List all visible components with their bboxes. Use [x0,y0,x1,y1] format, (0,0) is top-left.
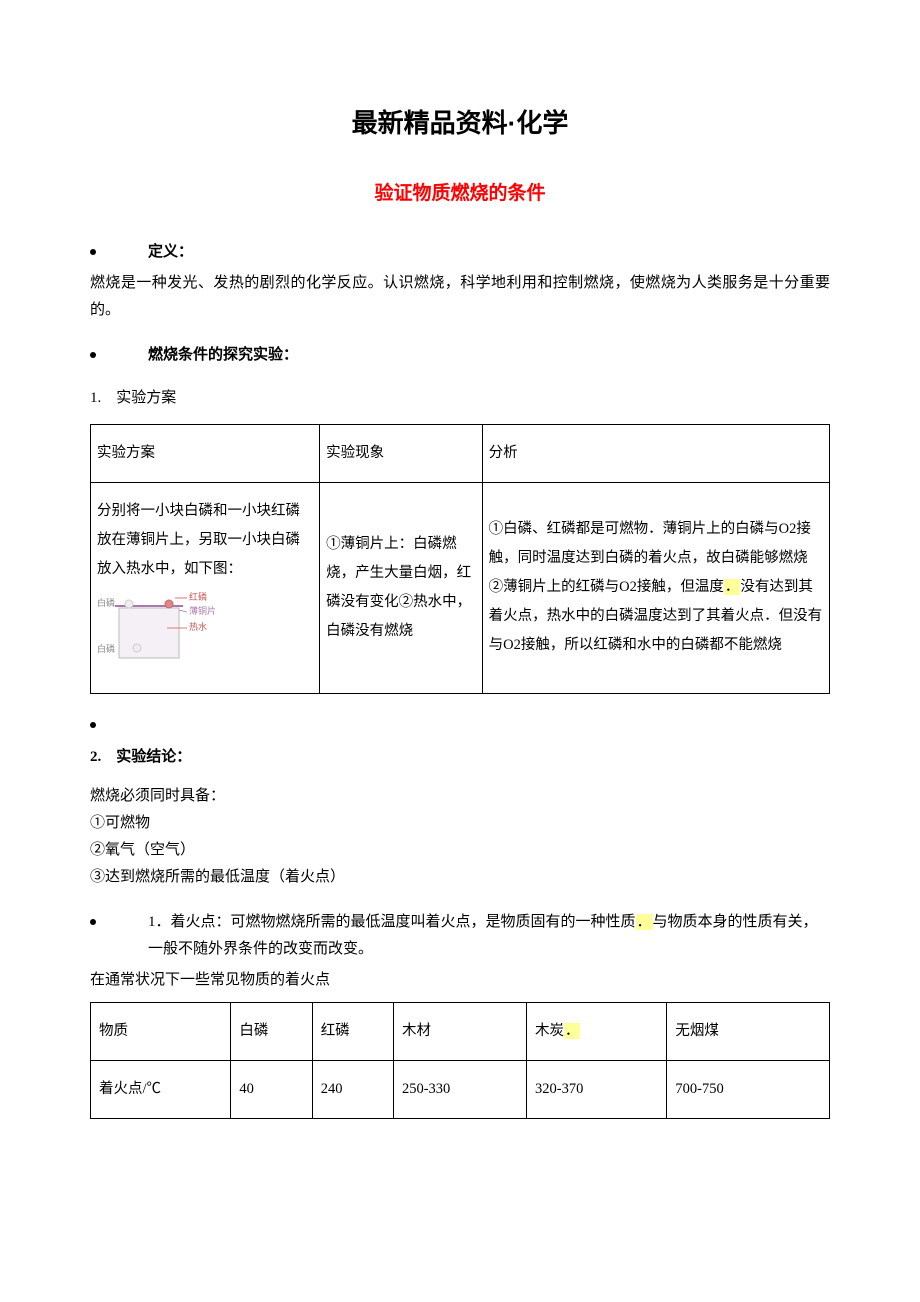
ignition-intro: 在通常状况下一些常见物质的着火点 [90,967,830,994]
ignition-table: 物质 白磷 红磷 木材 木炭． 无烟煤 着火点/℃ 40 240 250-330… [90,1002,830,1119]
ign-h-white-p: 白磷 [231,1002,312,1060]
svg-text:热水: 热水 [189,621,207,632]
ign-v-label: 着火点/℃ [91,1060,231,1118]
highlight-dot: ． [724,579,741,595]
bullet-icon [90,352,96,358]
exp-header-analysis: 分析 [482,424,829,482]
main-title: 最新精品资料·化学 [90,100,830,147]
conclusion-line1: 燃烧必须同时具备： [90,783,830,810]
exp-plan-text: 分别将一小块白磷和一小块红磷放在薄铜片上，另取一小块白磷放入热水中，如下图： [97,503,300,577]
highlight-dot: ． [636,914,653,930]
bullet-icon [90,919,96,925]
definition-text: 燃烧是一种发光、发热的剧烈的化学反应。认识燃烧，科学地利用和控制燃烧，使燃烧为人… [90,270,830,324]
section-conclusion [90,712,830,728]
analysis-part2: ②薄铜片上的红磷与O2接触，但温度 [489,579,724,595]
conclusion-heading: 2. 实验结论： [90,744,830,771]
exp-phenomenon-cell: ①薄铜片上：白磷燃烧，产生大量白烟，红磷没有变化②热水中，白磷没有燃烧 [320,482,483,693]
exp-header-plan: 实验方案 [91,424,320,482]
table-row: 着火点/℃ 40 240 250-330 320-370 700-750 [91,1060,830,1118]
conclusion-line4: ③达到燃烧所需的最低温度（着火点） [90,864,830,891]
ign-h-wood: 木材 [393,1002,526,1060]
ignition-text-a: 1．着火点：可燃物燃烧所需的最低温度叫着火点，是物质固有的一种性质 [148,914,636,930]
exp-header-phenomenon: 实验现象 [320,424,483,482]
analysis-part1: ①白磷、红磷都是可燃物．薄铜片上的白磷与O2接触，同时温度达到白磷的着火点，故白… [489,521,811,566]
svg-text:红磷: 红磷 [189,591,207,602]
experiment-table: 实验方案 实验现象 分析 分别将一小块白磷和一小块红磷放在薄铜片上，另取一小块白… [90,424,830,694]
ign-h-coal: 无烟煤 [667,1002,830,1060]
ign-v-wood: 250-330 [393,1060,526,1118]
highlight-dot: ． [564,1023,581,1039]
svg-text:白磷: 白磷 [97,597,115,608]
bullet-icon [90,722,96,728]
section-ignition: 1．着火点：可燃物燃烧所需的最低温度叫着火点，是物质固有的一种性质．与物质本身的… [90,909,830,963]
ign-h-substance: 物质 [91,1002,231,1060]
ign-v-coal: 700-750 [667,1060,830,1118]
ign-v-charcoal: 320-370 [526,1060,666,1118]
ign-h-charcoal: 木炭． [526,1002,666,1060]
svg-text:白磷: 白磷 [97,643,115,654]
table-row: 分别将一小块白磷和一小块红磷放在薄铜片上，另取一小块白磷放入热水中，如下图： 白… [91,482,830,693]
section-experiment: 燃烧条件的探究实验： [90,342,830,369]
ign-v-white-p: 40 [231,1060,312,1118]
ign-v-red-p: 240 [312,1060,393,1118]
conclusion-line2: ①可燃物 [90,810,830,837]
ign-h-red-p: 红磷 [312,1002,393,1060]
experiment-label: 燃烧条件的探究实验： [148,342,298,369]
beaker-diagram: 白磷 红磷 薄铜片 热水 白磷 [97,590,313,679]
exp-plan-cell: 分别将一小块白磷和一小块红磷放在薄铜片上，另取一小块白磷放入热水中，如下图： 白… [91,482,320,693]
definition-label: 定义： [148,239,193,266]
section-definition: 定义： [90,239,830,266]
bullet-icon [90,249,96,255]
sub-title: 验证物质燃烧的条件 [90,177,830,211]
table-row: 物质 白磷 红磷 木材 木炭． 无烟煤 [91,1002,830,1060]
conclusion-line3: ②氧气（空气） [90,837,830,864]
svg-text:薄铜片: 薄铜片 [189,605,216,616]
exp-plan-heading: 1. 实验方案 [90,385,830,412]
exp-analysis-cell: ①白磷、红磷都是可燃物．薄铜片上的白磷与O2接触，同时温度达到白磷的着火点，故白… [482,482,829,693]
table-row: 实验方案 实验现象 分析 [91,424,830,482]
